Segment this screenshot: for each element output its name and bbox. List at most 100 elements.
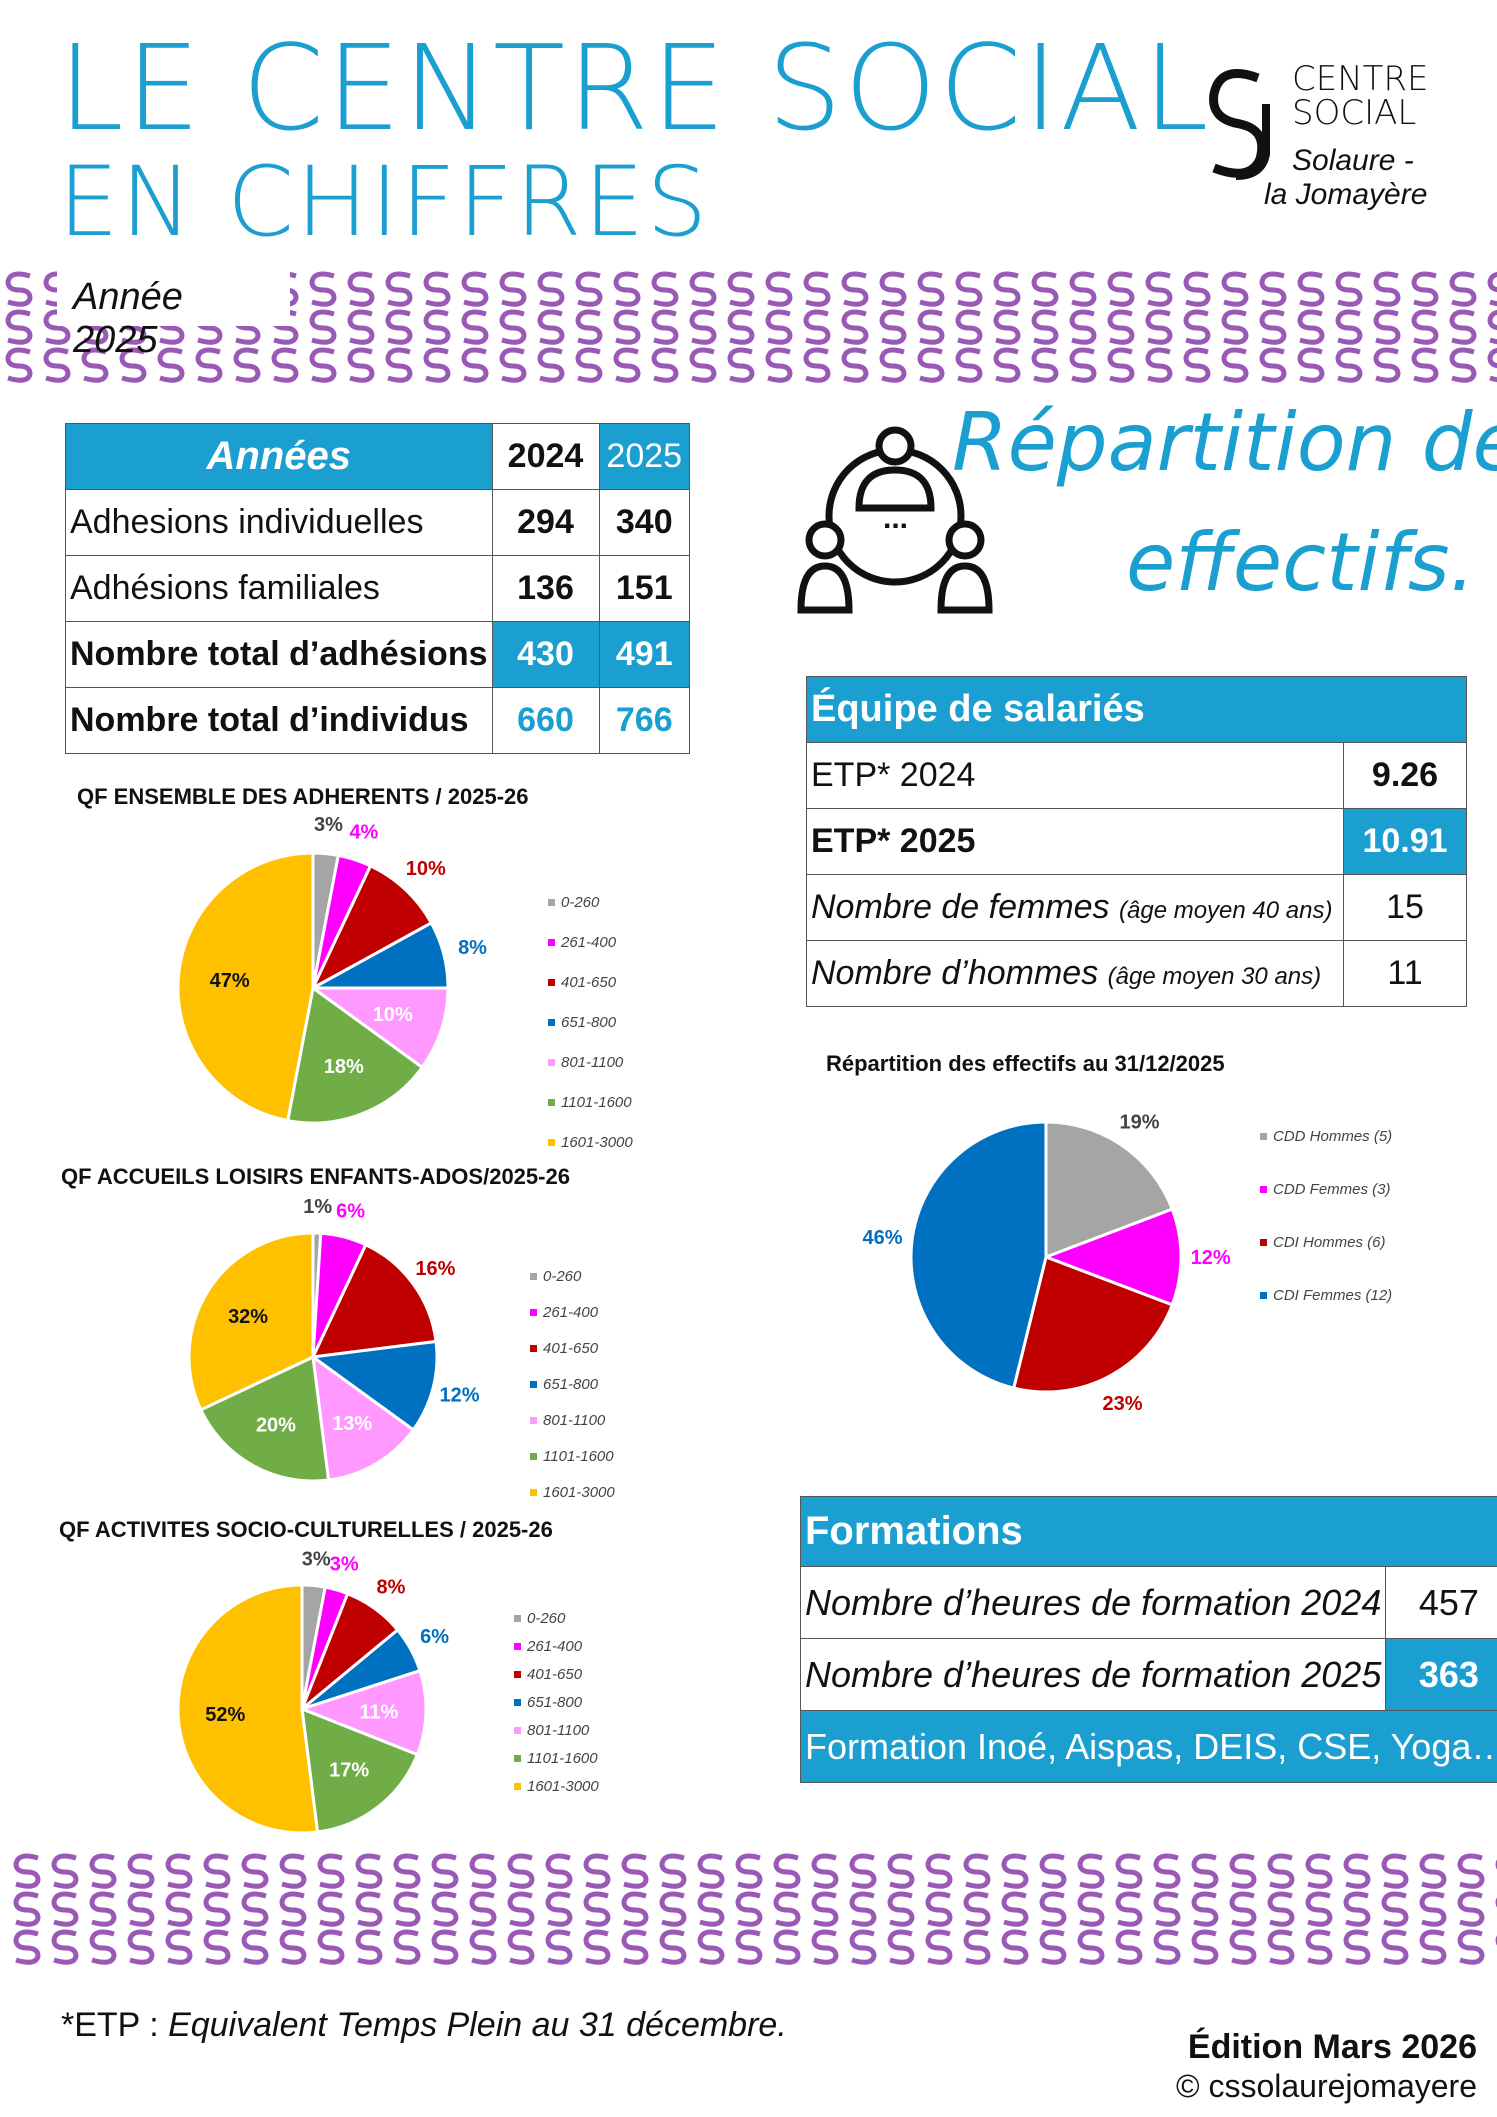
table-row: ETP* 2024 9.26 bbox=[806, 742, 1467, 809]
legend-swatch bbox=[514, 1754, 521, 1762]
pie-slice bbox=[310, 1242, 438, 1359]
legend-label: 651-800 bbox=[527, 1693, 583, 1711]
legend-item: 261-400 bbox=[548, 922, 633, 962]
row-note: (âge moyen 40 ans) bbox=[1119, 897, 1333, 924]
table-row: Nombre total d’adhésions 430 491 bbox=[65, 621, 690, 688]
legend-label: CDI Femmes (12) bbox=[1273, 1287, 1393, 1304]
equipe-table: Équipe de salariés ETP* 2024 9.26 ETP* 20… bbox=[806, 676, 1467, 1007]
data-label: 13% bbox=[332, 1413, 372, 1435]
chart-legend: 0-260 261-400 401-650 651-800 801-1100 1101-1… bbox=[548, 882, 633, 1162]
footnote-prefix: *ETP : bbox=[61, 2006, 169, 2044]
legend-swatch bbox=[1260, 1186, 1267, 1193]
chart-title: QF ACCUEILS LOISIRS ENFANTS-ADOS/2025-26 bbox=[61, 1164, 570, 1189]
legend-label: 401-650 bbox=[561, 973, 617, 991]
legend-item: 1101-1600 bbox=[514, 1744, 599, 1772]
legend-item: 261-400 bbox=[514, 1632, 599, 1660]
cell: 430 bbox=[491, 621, 600, 688]
legend-swatch bbox=[548, 978, 555, 986]
data-label: 47% bbox=[210, 970, 250, 992]
legend-swatch bbox=[548, 1058, 555, 1066]
pie-slice bbox=[1044, 1120, 1175, 1260]
logo: CENTRE SOCIAL Solaure - la Jomayère bbox=[1200, 58, 1440, 218]
legend-swatch bbox=[514, 1698, 521, 1706]
row-label: Adhesions individuelles bbox=[65, 489, 493, 556]
legend-item: 0-260 bbox=[530, 1258, 615, 1294]
footnote: *ETP : Equivalent Temps Plein au 31 déce… bbox=[61, 2006, 787, 2045]
legend-swatch bbox=[514, 1782, 521, 1790]
data-label: 20% bbox=[256, 1414, 296, 1436]
pie-slice bbox=[198, 1354, 331, 1483]
legend-swatch bbox=[514, 1670, 521, 1678]
legend-swatch bbox=[1260, 1292, 1267, 1299]
chart-title: Répartition des effectifs au 31/12/2025 bbox=[826, 1051, 1225, 1076]
data-label: 3% bbox=[330, 1554, 359, 1576]
data-label: 11% bbox=[359, 1701, 398, 1723]
repartition-title: effectifs. bbox=[1125, 516, 1475, 609]
legend-item: 801-1100 bbox=[530, 1402, 615, 1438]
legend-label: 1101-1600 bbox=[527, 1749, 598, 1767]
legend-item: 1101-1600 bbox=[530, 1438, 615, 1474]
data-label: 10% bbox=[406, 858, 446, 880]
legend-item: 801-1100 bbox=[548, 1042, 633, 1082]
legend-label: CDD Femmes (3) bbox=[1273, 1181, 1391, 1198]
legend-label: CDI Hommes (6) bbox=[1273, 1234, 1386, 1251]
legend-swatch bbox=[530, 1488, 537, 1496]
legend-item: 0-260 bbox=[548, 882, 633, 922]
legend-item: CDD Femmes (3) bbox=[1260, 1163, 1392, 1216]
pie-slice bbox=[311, 1353, 416, 1482]
logo-text: la Jomayère bbox=[1264, 178, 1428, 211]
data-label: 16% bbox=[415, 1258, 455, 1280]
legend-item: 401-650 bbox=[530, 1330, 615, 1366]
row-label: Nombre d’heures de formation 2025 bbox=[799, 1638, 1387, 1711]
legend-label: 1101-1600 bbox=[543, 1447, 614, 1465]
chart-legend: 0-260 261-400 401-650 651-800 801-1100 1101-1… bbox=[530, 1258, 615, 1510]
table-row: Nombre de femmes (âge moyen 40 ans) 15 bbox=[806, 874, 1467, 941]
cell: 363 bbox=[1385, 1638, 1497, 1711]
table-row: Adhésions familiales 136 151 bbox=[65, 555, 690, 622]
pie-slice bbox=[176, 1583, 320, 1835]
data-label: 19% bbox=[1120, 1111, 1160, 1133]
legend-swatch bbox=[514, 1642, 521, 1650]
data-label: 1% bbox=[303, 1196, 332, 1218]
data-label: 52% bbox=[205, 1704, 245, 1726]
legend-label: 401-650 bbox=[543, 1339, 599, 1357]
data-label: 6% bbox=[336, 1200, 365, 1222]
pie-slice bbox=[1011, 1254, 1175, 1394]
table-row: Nombre d’heures de formation 2024 457 bbox=[799, 1566, 1497, 1639]
year-label: Année 2025 bbox=[57, 270, 290, 361]
legend-item: 1101-1600 bbox=[548, 1082, 633, 1122]
legend-item: 1601-3000 bbox=[530, 1474, 615, 1510]
data-label: 4% bbox=[349, 821, 378, 843]
legend-item: CDD Hommes (5) bbox=[1260, 1110, 1392, 1163]
formations-list: Formation Inoé, Aispas, DEIS, CSE, Yoga… bbox=[799, 1710, 1497, 1783]
pie-slice bbox=[297, 1668, 428, 1757]
legend-swatch bbox=[1260, 1133, 1267, 1140]
cell: 9.26 bbox=[1343, 742, 1467, 809]
decorative-pattern-band bbox=[8, 1852, 1497, 1967]
legend-swatch bbox=[530, 1272, 537, 1280]
legend-swatch bbox=[530, 1308, 537, 1316]
legend-swatch bbox=[548, 1138, 555, 1146]
legend-swatch bbox=[548, 898, 555, 906]
table-row: Nombre d’heures de formation 2025 363 bbox=[799, 1638, 1497, 1711]
legend-swatch bbox=[530, 1452, 537, 1460]
formations-table: Formations Nombre d’heures de formation … bbox=[799, 1496, 1497, 1783]
legend-label: 801-1100 bbox=[527, 1721, 590, 1739]
table-row: Nombre d’hommes (âge moyen 30 ans) 11 bbox=[806, 940, 1467, 1007]
edition: Édition Mars 2026 bbox=[1187, 2028, 1477, 2066]
pie-chart: 1% 6% 16% 12% 13% 20% 32% bbox=[187, 1196, 480, 1483]
legend-label: 0-260 bbox=[561, 893, 600, 911]
data-label: 8% bbox=[458, 937, 487, 959]
legend-label: 801-1100 bbox=[561, 1053, 624, 1071]
legend-label: 401-650 bbox=[527, 1665, 583, 1683]
data-label: 32% bbox=[228, 1306, 268, 1328]
data-label: 23% bbox=[1103, 1393, 1143, 1415]
pie-chart: 3% 4% 10% 8% 10% 18% 47% bbox=[176, 814, 487, 1125]
legend-label: 801-1100 bbox=[543, 1411, 606, 1429]
cell: 11 bbox=[1343, 940, 1467, 1007]
data-label: 12% bbox=[440, 1385, 480, 1407]
adhesions-table: Années 2024 2025 Adhesions individuelles… bbox=[65, 423, 690, 754]
logo-text: SOCIAL bbox=[1292, 93, 1417, 133]
legend-item: 401-650 bbox=[548, 962, 633, 1002]
data-label: 12% bbox=[1191, 1247, 1231, 1269]
